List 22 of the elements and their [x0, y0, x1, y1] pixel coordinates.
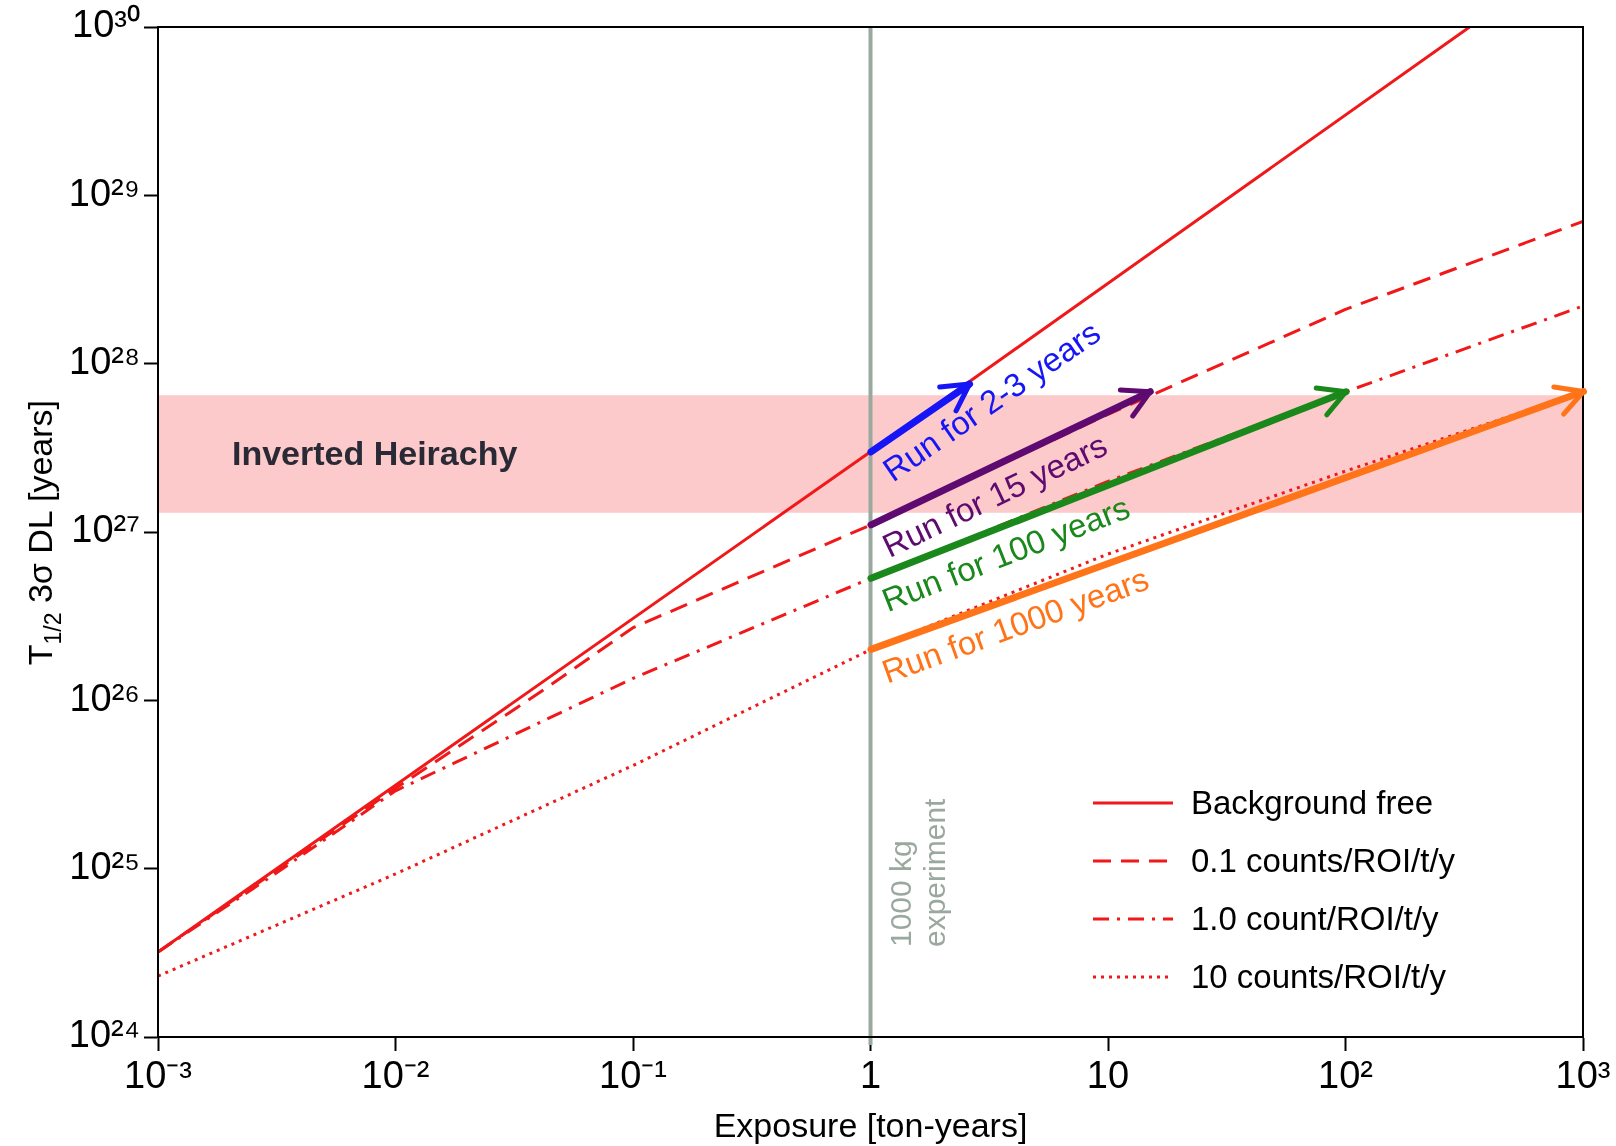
y-tick-label: 10²⁶	[69, 676, 140, 719]
legend-label: 10 counts/ROI/t/y	[1191, 958, 1447, 996]
legend-label: 0.1 counts/ROI/t/y	[1191, 842, 1456, 880]
x-tick-label: 1	[859, 1054, 882, 1097]
legend-label: Background free	[1191, 784, 1434, 822]
x-tick-label: 10²	[1318, 1054, 1373, 1097]
y-tick-label: 10²⁵	[69, 845, 140, 888]
x-axis-title: Exposure [ton-years]	[713, 1106, 1028, 1144]
ref-line-label: 1000 kg experiment	[883, 797, 951, 947]
legend-label: 1.0 count/ROI/t/y	[1191, 900, 1440, 938]
y-tick-label: 10³⁰	[72, 3, 140, 46]
y-tick-label: 10²⁸	[69, 340, 140, 383]
y-tick-label: 10²⁴	[68, 1013, 140, 1056]
y-tick-label: 10²⁹	[68, 171, 140, 214]
x-tick-label: 10	[1086, 1054, 1130, 1097]
x-tick-label: 10³	[1555, 1054, 1611, 1097]
x-tick-label: 10⁻³	[124, 1054, 192, 1097]
y-axis-title: T1/2 3σ DL [years]	[21, 400, 66, 666]
y-tick-label: 10²⁷	[71, 508, 140, 551]
band-label: Inverted Heirachy	[232, 434, 518, 473]
x-tick-label: 10⁻¹	[599, 1054, 667, 1097]
x-tick-label: 10⁻²	[361, 1054, 430, 1097]
